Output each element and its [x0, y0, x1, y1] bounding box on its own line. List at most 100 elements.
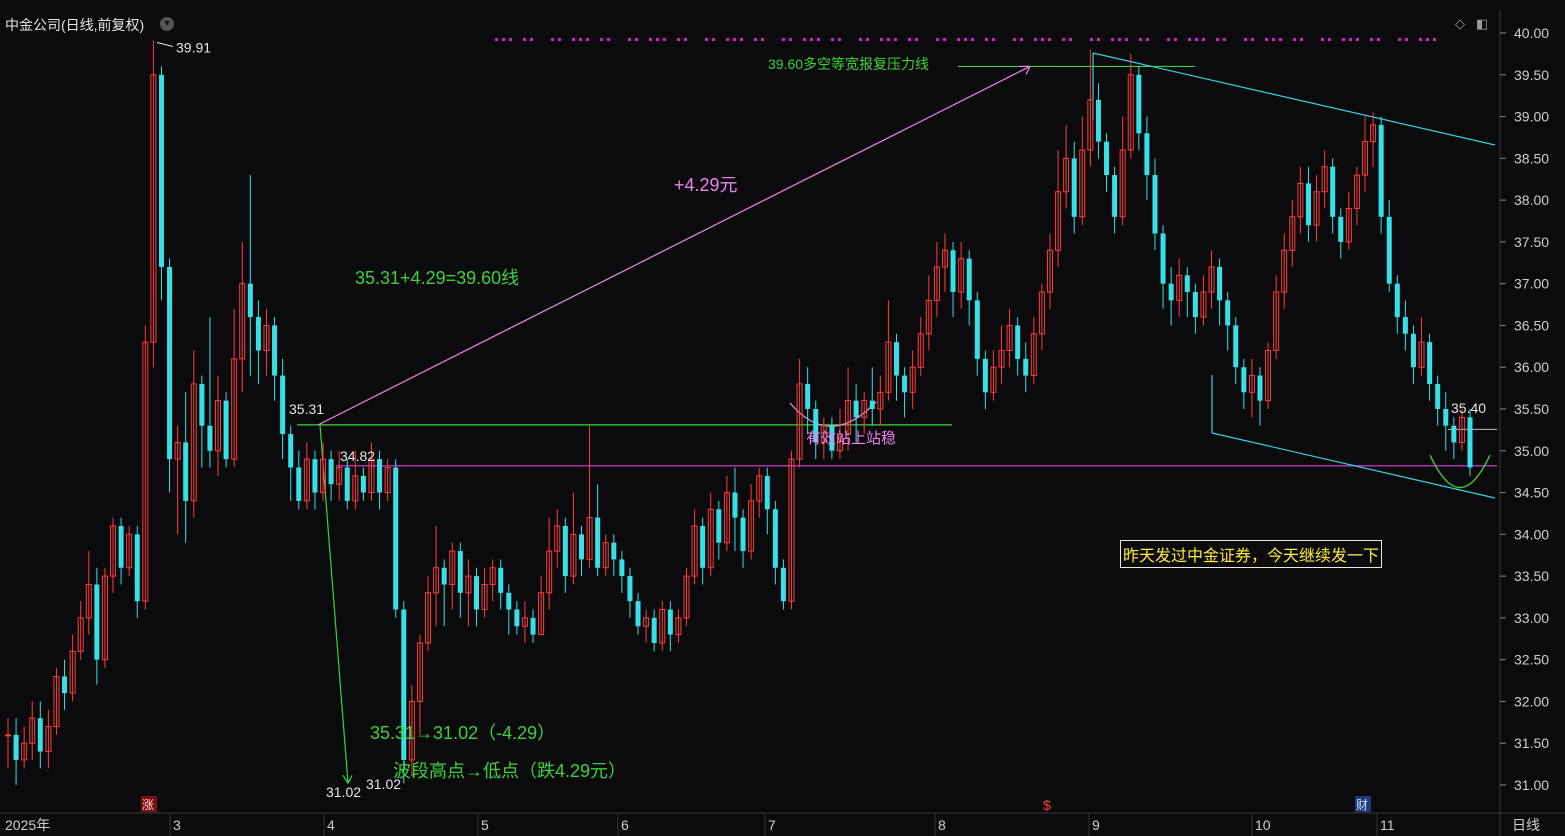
y-tick-label-4: 38.00 — [1514, 192, 1549, 208]
signal-dot — [803, 38, 806, 41]
low-label-1: 31.02 — [326, 784, 361, 800]
x-tick-label-3: 5 — [481, 817, 489, 833]
diamond-icon[interactable]: ◇ — [1455, 16, 1465, 31]
candle-body — [21, 742, 28, 761]
signal-dot — [677, 38, 680, 41]
candle-body — [1200, 291, 1207, 318]
signal-dot — [572, 38, 575, 41]
candle-body — [1168, 283, 1174, 301]
candle-body — [101, 575, 108, 661]
signal-dot — [530, 38, 533, 41]
candle-body — [1192, 292, 1198, 318]
candle-body — [667, 609, 673, 635]
high-label: 39.91 — [176, 40, 211, 56]
signal-dot — [1279, 38, 1282, 41]
signal-dot — [1300, 38, 1303, 41]
signal-dot — [495, 38, 498, 41]
candle-body — [320, 458, 327, 494]
signal-dot — [831, 38, 834, 41]
candle-body — [578, 534, 584, 560]
layout-toggle-icon[interactable]: ◧ — [1476, 16, 1489, 31]
signal-dot — [838, 38, 841, 41]
candle-body — [1241, 367, 1247, 393]
candle-body — [1184, 275, 1190, 293]
candle-body — [498, 567, 504, 593]
candle-body — [506, 592, 512, 610]
candle-body — [958, 258, 965, 293]
y-tick-label-9: 35.50 — [1514, 401, 1549, 417]
signal-dot — [1118, 38, 1121, 41]
candle-body — [53, 675, 60, 728]
candle-body — [336, 466, 343, 485]
candle-body — [514, 609, 520, 627]
candle-body — [700, 525, 706, 568]
candle-body — [393, 467, 399, 610]
candle-body — [925, 299, 932, 335]
cai-marker: 财 — [1356, 798, 1368, 812]
signal-dot — [502, 38, 505, 41]
candle-body — [1112, 175, 1118, 217]
signal-dot — [810, 38, 813, 41]
candle-body — [723, 492, 730, 544]
candle-body — [1176, 274, 1183, 301]
candle-body — [1095, 99, 1101, 142]
y-tick-label-15: 32.50 — [1514, 652, 1549, 668]
y-tick-label-5: 37.50 — [1514, 234, 1549, 250]
candle-body — [352, 475, 359, 502]
candle-body — [239, 283, 246, 360]
candle-body — [368, 458, 375, 494]
candle-body — [546, 550, 553, 594]
candle-body — [1386, 216, 1392, 284]
candle-body — [69, 650, 76, 694]
x-tick-label-10: 日线 — [1512, 817, 1540, 833]
signal-dot — [733, 38, 736, 41]
candle-body — [1030, 333, 1037, 377]
formula-label: 35.31+4.29=39.60线 — [355, 268, 519, 288]
candle-body — [1289, 216, 1296, 251]
signal-dot — [579, 38, 582, 41]
candle-body — [643, 617, 650, 627]
low-label-2: 31.02 — [366, 776, 401, 792]
signal-dot — [635, 38, 638, 41]
candle-body — [167, 266, 173, 460]
candle-body — [1353, 174, 1360, 209]
signal-dot — [1048, 38, 1051, 41]
signal-dot — [789, 38, 792, 41]
x-tick-label-0: 2025年 — [5, 817, 50, 833]
signal-dot — [894, 38, 897, 41]
signal-dot — [992, 38, 995, 41]
candle-body — [820, 425, 827, 443]
candle-body — [288, 434, 294, 468]
candle-body — [909, 366, 916, 393]
candle-body — [611, 542, 617, 560]
signal-dot — [1321, 38, 1324, 41]
drop-label: 35.31→31.02（-4.29） — [370, 723, 555, 743]
candle-body — [199, 383, 205, 426]
signal-dot — [1041, 38, 1044, 41]
candle-body — [433, 567, 440, 594]
candle-body — [1038, 291, 1045, 335]
candle-body — [586, 517, 593, 560]
candle-body — [869, 400, 875, 409]
x-tick-label-5: 7 — [768, 817, 776, 833]
candle-body — [635, 601, 641, 627]
candle-body — [772, 509, 778, 568]
candle-body — [595, 517, 601, 568]
candle-body — [1451, 425, 1457, 443]
candle-body — [530, 617, 536, 635]
candle-body — [619, 559, 625, 577]
signal-dot — [971, 38, 974, 41]
signal-dot — [761, 38, 764, 41]
signal-dot — [551, 38, 554, 41]
signal-dot — [866, 38, 869, 41]
signal-dot — [558, 38, 561, 41]
candle-body — [1225, 300, 1231, 326]
candle-body — [651, 617, 657, 643]
signal-dot — [656, 38, 659, 41]
chevron-down-icon[interactable]: ▾ — [160, 17, 174, 31]
candle-body — [1361, 141, 1368, 176]
candle-body — [933, 266, 940, 301]
candle-body — [805, 383, 811, 409]
candle-body — [990, 366, 997, 393]
candle-body — [231, 358, 238, 460]
